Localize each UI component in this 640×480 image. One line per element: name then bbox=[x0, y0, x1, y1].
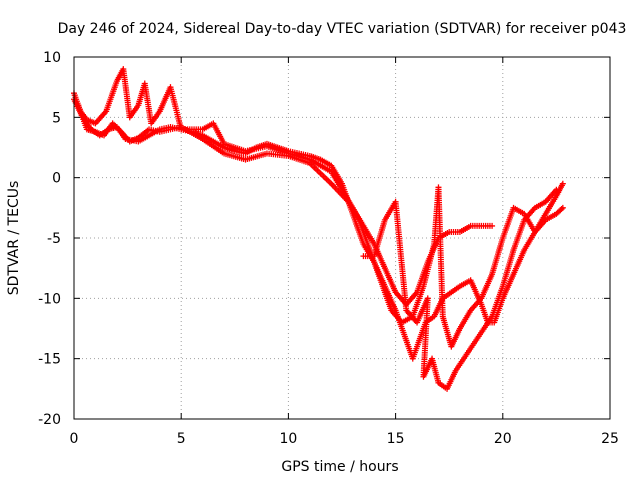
x-tick-label: 10 bbox=[279, 431, 297, 447]
data-point bbox=[558, 206, 565, 213]
y-tick-label: -10 bbox=[38, 291, 61, 307]
x-tick-label: 20 bbox=[494, 431, 512, 447]
tick-labels: 0 5 10 15 20 25 10 5 0 -5 -10 -15 -20 bbox=[38, 50, 619, 447]
y-axis-label: SDTVAR / TECUs bbox=[6, 181, 22, 296]
chart-title: Day 246 of 2024, Sidereal Day-to-day VTE… bbox=[58, 21, 627, 37]
data-point bbox=[559, 204, 566, 211]
y-tick-label: -20 bbox=[38, 412, 61, 428]
y-tick-label: 10 bbox=[43, 50, 61, 66]
x-tick-label: 0 bbox=[70, 431, 79, 447]
x-tick-label: 5 bbox=[177, 431, 186, 447]
x-tick-label: 15 bbox=[387, 431, 405, 447]
data-points bbox=[71, 66, 566, 392]
data-point bbox=[553, 186, 560, 193]
y-tick-label: 0 bbox=[52, 171, 61, 187]
y-tick-label: -15 bbox=[38, 352, 61, 368]
x-tick-label: 25 bbox=[601, 431, 619, 447]
data-point bbox=[559, 180, 566, 187]
y-tick-label: -5 bbox=[47, 231, 61, 247]
y-tick-label: 5 bbox=[52, 110, 61, 126]
data-point bbox=[489, 222, 496, 229]
x-axis-label: GPS time / hours bbox=[281, 459, 398, 475]
